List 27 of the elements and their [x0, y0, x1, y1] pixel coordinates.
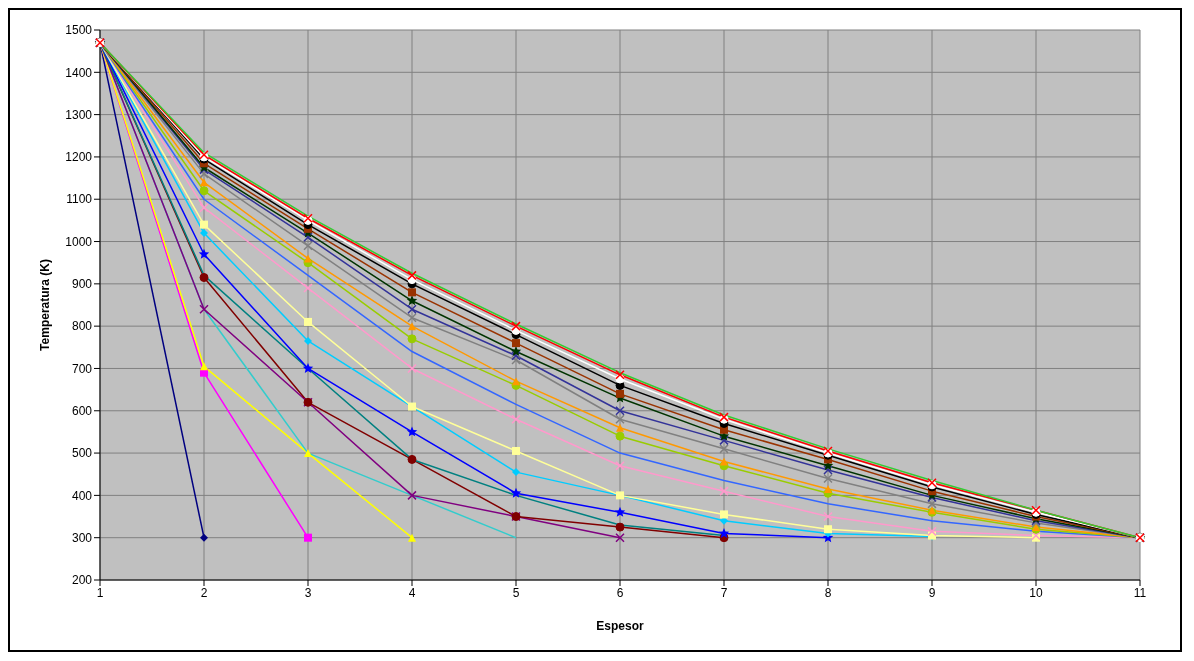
- y-axis-title: Temperatura (K): [38, 259, 53, 351]
- y-tick-label: 1200: [65, 150, 93, 165]
- x-tick-label: 9: [928, 585, 936, 600]
- y-tick-label: 600: [71, 404, 93, 419]
- x-axis-title: Espesor: [596, 619, 645, 633]
- y-tick-label: 300: [71, 530, 93, 545]
- x-tick-label: 7: [720, 585, 728, 600]
- y-tick-label: 500: [71, 446, 93, 461]
- y-tick-label: 700: [71, 361, 93, 376]
- x-tick-label: 3: [304, 585, 312, 600]
- x-tick-label: 1: [96, 585, 104, 600]
- y-tick-label: 1100: [66, 192, 93, 207]
- x-tick-label: 2: [200, 585, 208, 600]
- y-tick-label: 1000: [65, 234, 93, 249]
- y-tick-label: 900: [71, 277, 93, 292]
- x-tick-label: 11: [1133, 585, 1147, 600]
- x-tick-label: 6: [616, 585, 624, 600]
- y-tick-label: 800: [71, 319, 93, 334]
- y-tick-label: 1400: [65, 65, 93, 80]
- y-tick-label: 400: [71, 488, 93, 503]
- y-tick-label: 1300: [65, 107, 93, 122]
- x-tick-label: 5: [512, 585, 520, 600]
- y-tick-label: 200: [71, 573, 93, 588]
- x-tick-label: 4: [408, 585, 416, 600]
- y-tick-label: 1500: [65, 23, 93, 38]
- x-tick-label: 10: [1029, 585, 1043, 600]
- x-tick-label: 8: [824, 585, 832, 600]
